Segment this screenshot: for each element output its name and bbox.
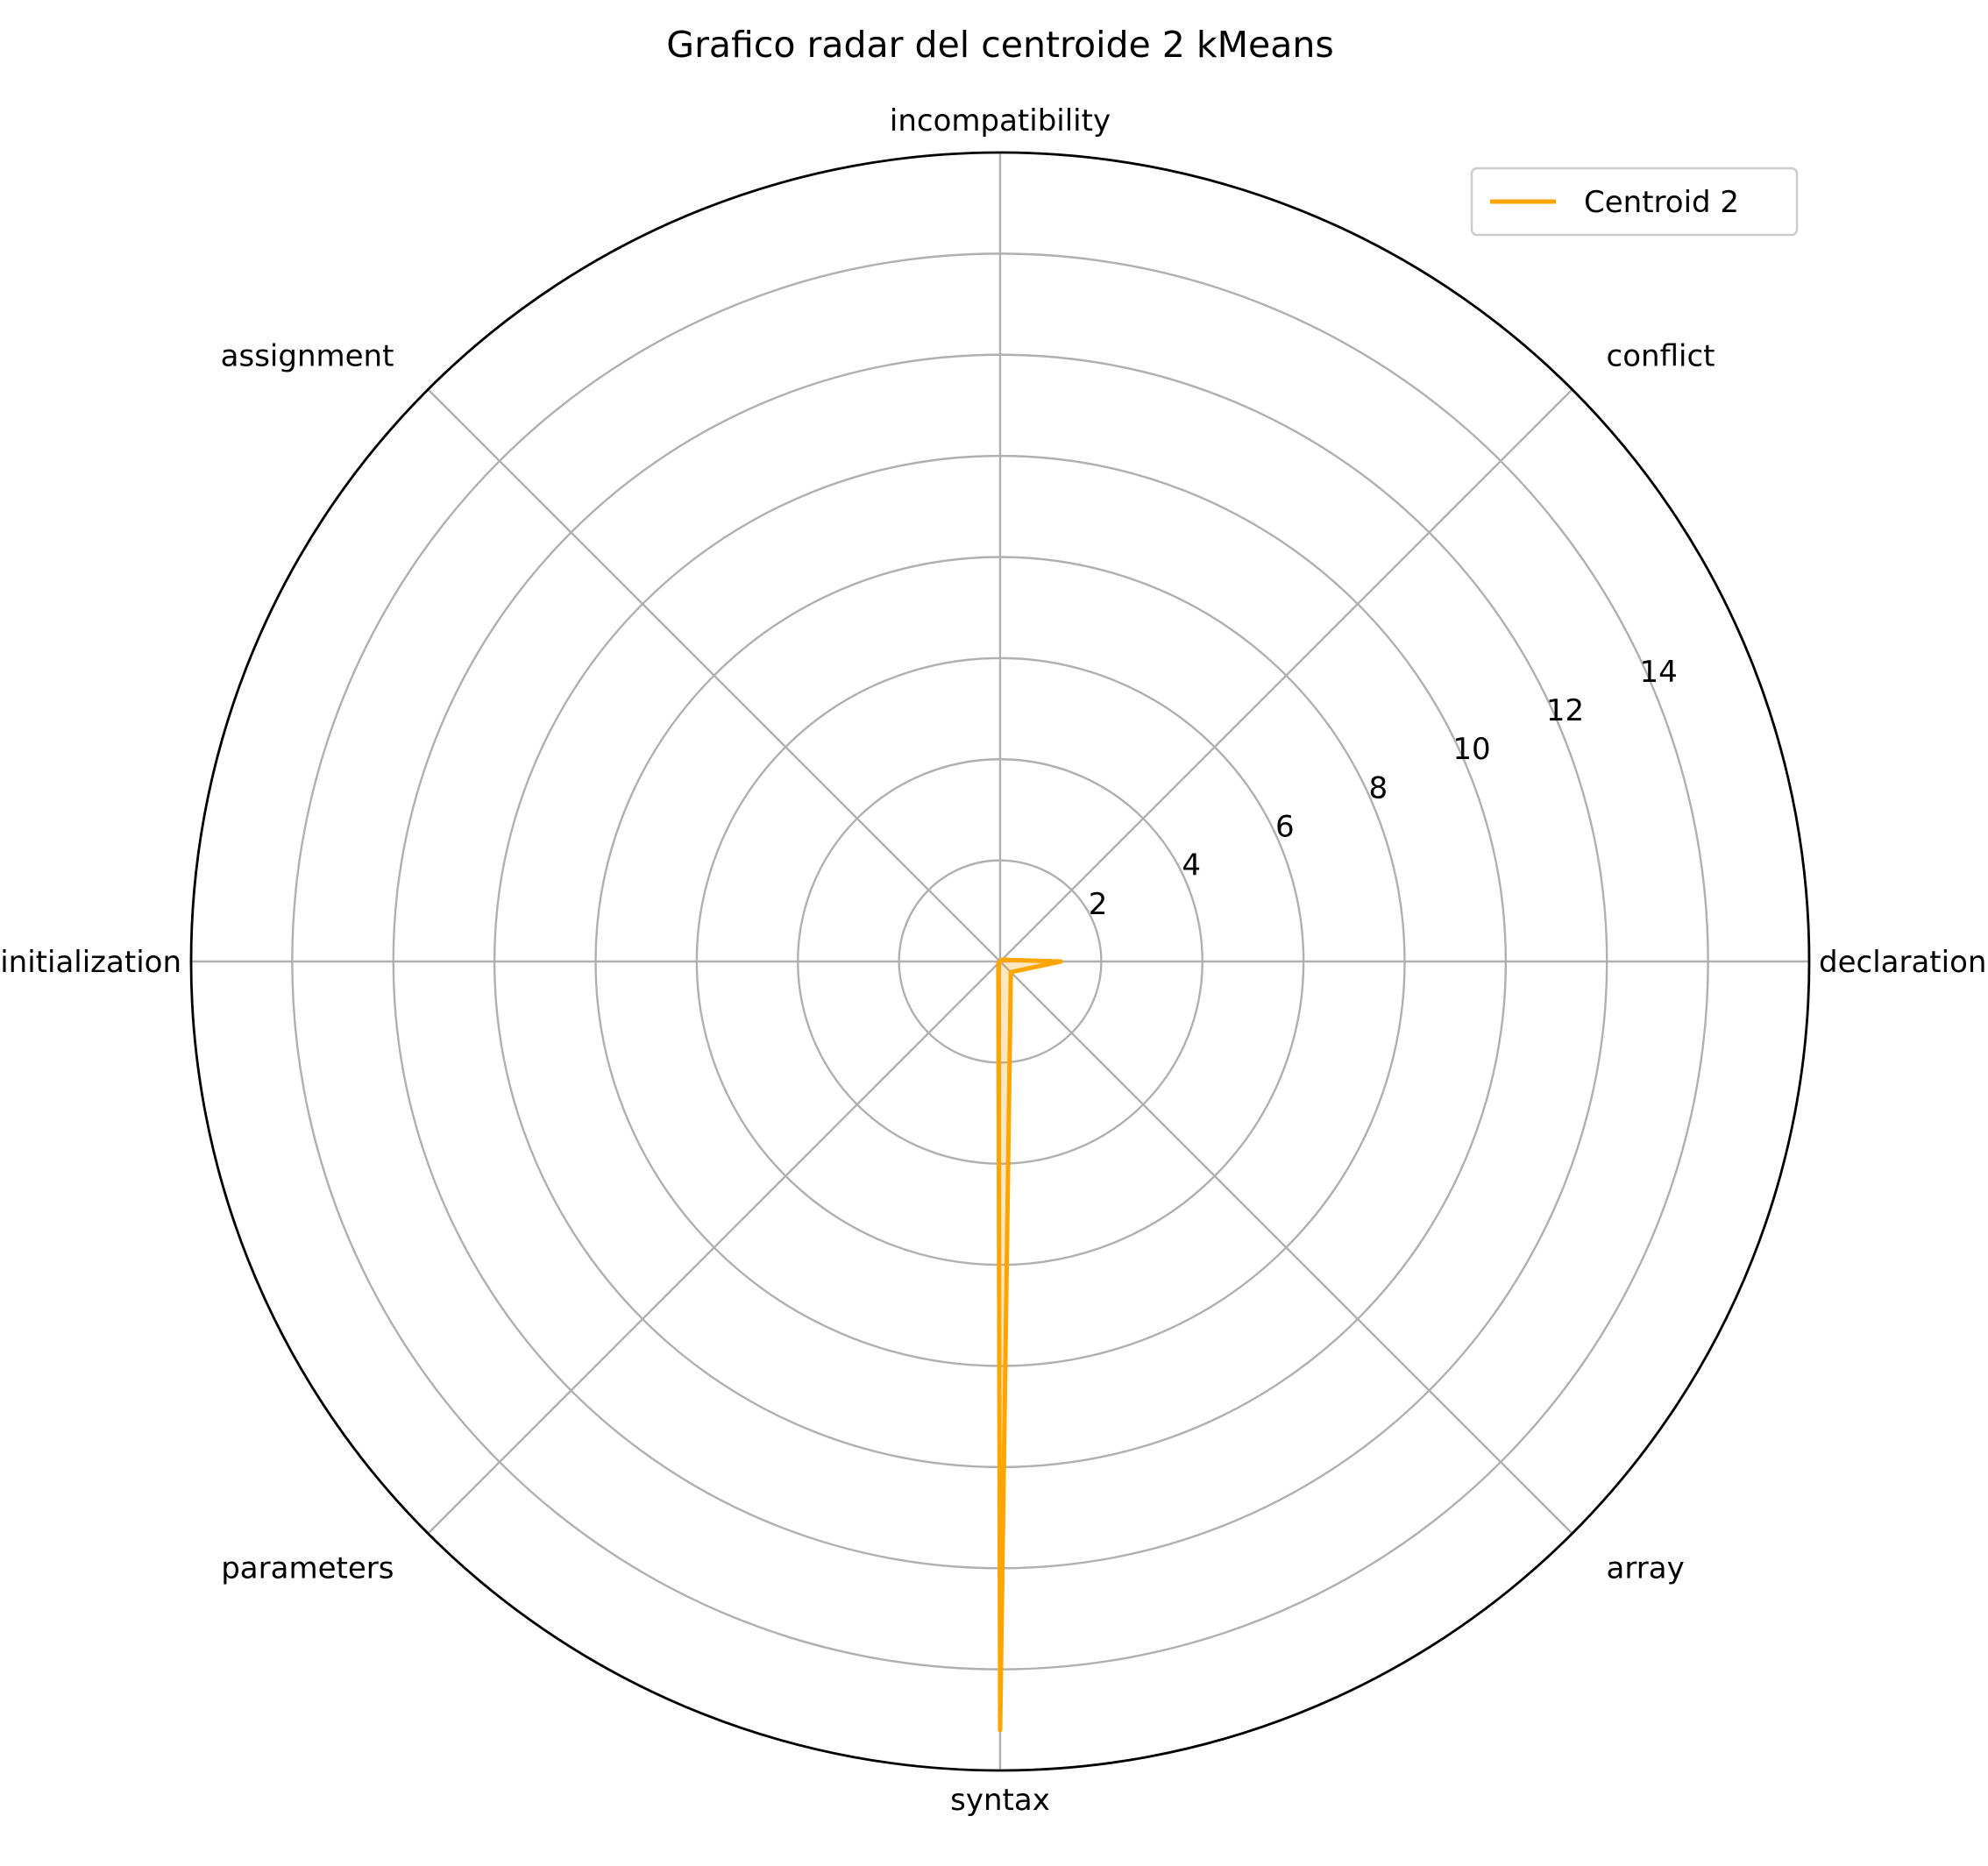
chart-title: Grafico radar del centroide 2 kMeans xyxy=(666,24,1333,66)
series-layer xyxy=(996,957,1063,1733)
r-tick-label-14: 14 xyxy=(1640,655,1678,690)
spoke-parameters xyxy=(427,961,1001,1535)
series-line-centroid-2 xyxy=(996,957,1063,1733)
r-tick-label-2: 2 xyxy=(1089,887,1108,922)
radial-tick-labels: 2 4 6 8 10 12 14 xyxy=(1089,655,1678,922)
r-tick-label-8: 8 xyxy=(1369,770,1388,805)
data-point-conflict xyxy=(1001,959,1003,961)
data-point-syntax xyxy=(999,1729,1001,1731)
data-point-initialization xyxy=(999,961,1001,962)
spoke-conflict xyxy=(999,388,1573,962)
axis-label-assignment: assignment xyxy=(221,338,394,373)
polar-frame xyxy=(189,151,1811,1772)
axis-label-syntax: syntax xyxy=(950,1783,1050,1818)
legend-label-centroid-2: Centroid 2 xyxy=(1584,185,1739,220)
axis-label-parameters: parameters xyxy=(221,1551,394,1586)
r-tick-label-4: 4 xyxy=(1182,848,1201,883)
category-labels: declaration conflict incompatibility assign… xyxy=(0,103,1986,1818)
r-tick-label-10: 10 xyxy=(1452,732,1490,767)
axis-label-initialization: initialization xyxy=(0,945,181,980)
series-area-centroid-2 xyxy=(998,959,1061,1730)
axis-label-declaration: declaration xyxy=(1819,945,1986,980)
axis-label-incompatibility: incompatibility xyxy=(890,103,1111,138)
r-tick-label-12: 12 xyxy=(1546,693,1584,728)
axis-label-array: array xyxy=(1607,1551,1685,1586)
axis-label-conflict: conflict xyxy=(1607,338,1715,373)
legend: Centroid 2 xyxy=(1470,167,1799,237)
spoke-assignment xyxy=(427,388,1001,962)
data-point-array xyxy=(1010,971,1012,973)
r-tick-label-6: 6 xyxy=(1275,810,1295,845)
spoke-array xyxy=(999,961,1573,1535)
legend-box xyxy=(1470,167,1799,237)
